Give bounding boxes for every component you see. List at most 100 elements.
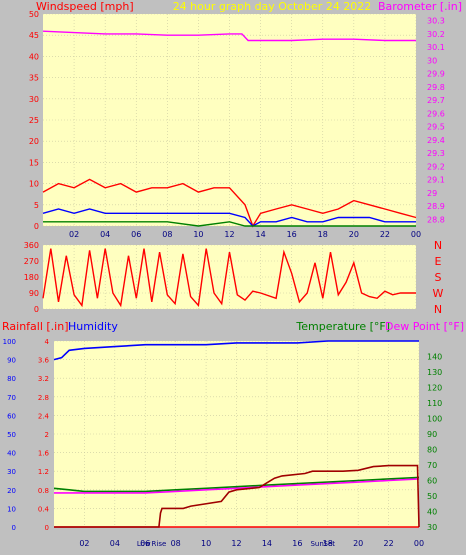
time-tick-label: 14 xyxy=(262,539,272,548)
temperature-tick-label: 80 xyxy=(427,446,437,455)
temperature-tick-label: 50 xyxy=(427,492,437,501)
time-tick-label: 18 xyxy=(318,230,328,239)
temperature-tick-label: 120 xyxy=(427,384,442,393)
rain-total-line xyxy=(54,464,420,528)
astro-label-rise: Rise xyxy=(152,540,167,548)
humidity-tick-label: 50 xyxy=(7,431,16,439)
time-tick-label: 22 xyxy=(383,539,393,548)
time-tick-label: 00 xyxy=(414,539,424,548)
humidity-axis-label: Humidity xyxy=(68,320,118,333)
windspeed-tick-label: 30 xyxy=(29,95,39,104)
barometer-tick-label: 28.8 xyxy=(427,215,445,224)
rainfall-tick-label: 3.2 xyxy=(38,375,49,383)
temperature-tick-label: 70 xyxy=(427,461,437,470)
rainfall-tick-label: 0.4 xyxy=(38,505,50,513)
temperature-tick-label: 130 xyxy=(427,368,442,377)
barometer-axis-label: Barometer [.in] xyxy=(378,0,462,13)
time-tick-label: 04 xyxy=(100,230,110,239)
humidity-tick-label: 40 xyxy=(7,450,16,458)
barometer-tick-label: 29.4 xyxy=(427,136,445,145)
compass-label: S xyxy=(435,271,442,284)
gust-line xyxy=(42,178,417,228)
barometer-tick-label: 29.3 xyxy=(427,149,445,158)
rainfall-tick-label: 1.2 xyxy=(38,468,49,476)
direction-tick-label: 90 xyxy=(29,289,39,298)
barometer-tick-label: 29.1 xyxy=(427,176,445,185)
rainfall-tick-label: 2 xyxy=(45,431,49,439)
time-tick-label: 06 xyxy=(140,539,150,548)
windspeed-tick-label: 15 xyxy=(29,158,39,167)
time-tick-label: 20 xyxy=(349,230,359,239)
dewpoint-axis-label: Dew Point [°F] xyxy=(385,320,464,333)
barometer-tick-label: 29.8 xyxy=(427,83,445,92)
temperature-axis-label: Temperature [°F] xyxy=(295,320,390,333)
direction-tick-label: 180 xyxy=(24,273,39,282)
barometer-tick-label: 30.1 xyxy=(427,43,445,52)
barometer-tick-label: 29.9 xyxy=(427,70,445,79)
humidity-tick-label: 20 xyxy=(7,487,16,495)
rainfall-tick-label: 4 xyxy=(45,338,50,346)
time-tick-label: 16 xyxy=(287,230,297,239)
time-tick-label: 08 xyxy=(162,230,172,239)
compass-label: E xyxy=(435,255,442,268)
windspeed-tick-label: 5 xyxy=(34,201,39,210)
time-tick-label: 02 xyxy=(69,230,79,239)
rainfall-tick-label: 2.8 xyxy=(38,394,49,402)
time-tick-label: 10 xyxy=(201,539,211,548)
barometer-tick-label: 30.3 xyxy=(427,17,445,26)
barometer-tick-label: 29.2 xyxy=(427,162,445,171)
temperature-tick-label: 30 xyxy=(427,523,437,532)
low-line xyxy=(43,221,416,227)
time-tick-label: 22 xyxy=(380,230,390,239)
time-tick-label: 02 xyxy=(79,539,89,548)
chart-title: 24 hour graph day October 24 2022 xyxy=(173,0,372,13)
astro-label-set: Set xyxy=(324,540,336,548)
barometer-tick-label: 29 xyxy=(427,189,437,198)
humidity-tick-label: 100 xyxy=(3,338,16,346)
direction-tick-label: 360 xyxy=(24,241,39,250)
astro-label-sun: Sun xyxy=(310,540,323,548)
time-tick-label: 00 xyxy=(411,230,421,239)
time-tick-label: 14 xyxy=(255,230,265,239)
time-tick-label: 10 xyxy=(193,230,203,239)
windspeed-axis-label: Windspeed [mph] xyxy=(36,0,134,13)
windspeed-tick-label: 0 xyxy=(34,222,39,231)
compass-label: N xyxy=(434,303,442,316)
time-tick-label: 04 xyxy=(110,539,120,548)
humidity-tick-label: 70 xyxy=(7,394,16,402)
humidity-tick-label: 10 xyxy=(7,505,16,513)
time-tick-label: 08 xyxy=(171,539,181,548)
compass-label: N xyxy=(434,239,442,252)
barometer-tick-label: 29.5 xyxy=(427,123,445,132)
wind-direction-line xyxy=(42,248,416,308)
humidity-tick-label: 90 xyxy=(7,357,16,365)
windspeed-tick-label: 40 xyxy=(29,52,39,61)
barometer-tick-label: 30 xyxy=(427,56,437,65)
rainfall-tick-label: 0 xyxy=(45,524,49,532)
temperature-tick-label: 140 xyxy=(427,353,442,362)
average-line xyxy=(42,208,416,227)
temperature-tick-label: 40 xyxy=(427,508,437,517)
humidity-tick-label: 60 xyxy=(7,412,16,420)
humidity-line xyxy=(53,340,419,361)
windspeed-tick-label: 25 xyxy=(29,116,39,125)
time-tick-label: 12 xyxy=(231,539,241,548)
astro-label-low: Low xyxy=(137,540,151,548)
barometer-tick-label: 30.2 xyxy=(427,30,445,39)
compass-label: W xyxy=(433,287,444,300)
rainfall-axis-label: Rainfall [.in] xyxy=(2,320,69,333)
barometer-tick-label: 29.7 xyxy=(427,96,445,105)
temperature-tick-label: 110 xyxy=(427,399,442,408)
time-tick-label: 20 xyxy=(353,539,363,548)
direction-tick-label: 270 xyxy=(24,257,39,266)
dew-point-line xyxy=(54,478,420,494)
temperature-line xyxy=(53,476,420,493)
temperature-tick-label: 100 xyxy=(427,415,442,424)
barometer-line xyxy=(42,30,416,42)
temperature-tick-label: 90 xyxy=(427,430,437,439)
rainfall-tick-label: 1.6 xyxy=(38,450,50,458)
windspeed-tick-label: 45 xyxy=(29,31,39,40)
barometer-tick-label: 28.9 xyxy=(427,202,445,211)
humidity-tick-label: 30 xyxy=(7,468,16,476)
